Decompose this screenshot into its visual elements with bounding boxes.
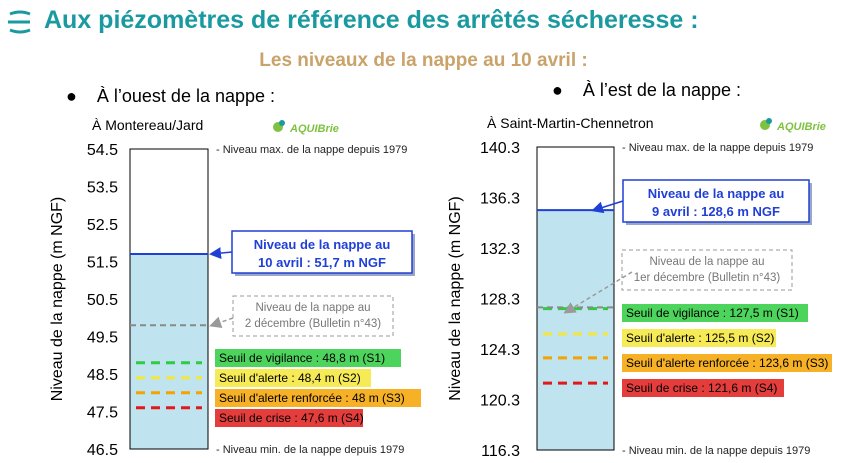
previous-level-box — [621, 249, 793, 291]
y-tick-label: 52.5 — [87, 217, 118, 234]
y-tick-label: 53.5 — [87, 180, 118, 197]
previous-level-arrow — [209, 316, 234, 328]
page-title: Aux piézomètres de référence des arrêtés… — [44, 6, 699, 34]
bar-outline — [536, 146, 615, 451]
threshold-label-vigilance: Seuil de vigilance : 127,5 m (S1) — [626, 306, 799, 320]
y-tick-label: 116.3 — [481, 443, 520, 460]
threshold-label-alerte: Seuil d'alerte : 48,4 m (S2) — [219, 371, 361, 385]
y-tick-label: 136.3 — [480, 191, 520, 208]
y-tick-label: 54.5 — [87, 142, 118, 159]
min-level-label: - Niveau min. de la nappe depuis 1979 — [216, 444, 404, 456]
threshold-label-box-vigilance — [215, 349, 401, 367]
logo-text: AQUIBrie — [776, 121, 826, 133]
west-bullet: ● À l’ouest de la nappe : — [66, 86, 276, 106]
y-axis-label: Niveau de la nappe (m NGF) — [447, 196, 464, 401]
threshold-label-box-alerte — [622, 329, 776, 347]
previous-level-label-line: Niveau de la nappe au — [255, 302, 370, 314]
current-level-label-line: 9 avril : 128,6 m NGF — [652, 204, 780, 219]
logo-text: AQUIBrie — [289, 123, 339, 135]
threshold-label-crise: Seuil de crise : 47,6 m (S4) — [219, 411, 364, 425]
max-level-label: - Niveau max. de la nappe depuis 1979 — [216, 144, 407, 156]
y-tick-label: 124.3 — [480, 342, 520, 359]
current-level-label-line: 10 avril : 51,7 m NGF — [258, 255, 386, 270]
threshold-label-box-crise — [215, 409, 363, 427]
threshold-label-box-alerte_renforcee — [622, 354, 832, 372]
previous-level-label-line: 2 décembre (Bulletin n°43) — [245, 318, 381, 330]
water-level-fill — [537, 210, 614, 450]
page-subtitle: Les niveaux de la nappe au 10 avril : — [259, 50, 588, 71]
threshold-label-vigilance: Seuil de vigilance : 48,8 m (S1) — [219, 351, 385, 365]
y-tick-label: 132.3 — [480, 241, 520, 258]
y-tick-label: 49.5 — [87, 330, 118, 347]
title-logo-icon — [8, 10, 31, 34]
aquibrie-logo-drop-icon — [279, 120, 285, 126]
station-label: À Saint-Martin-Chennetron — [487, 115, 654, 131]
east-bullet: ● À l’est de la nappe : — [552, 80, 741, 100]
water-level-fill — [130, 254, 208, 449]
station-label: À Montereau/Jard — [92, 117, 203, 133]
current-level-arrow — [209, 247, 233, 260]
current-level-box — [231, 230, 413, 274]
y-tick-label: 51.5 — [87, 255, 118, 272]
y-tick-label: 120.3 — [480, 393, 520, 410]
current-level-label-line: Niveau de la nappe au — [254, 237, 391, 252]
east-bullet-text: À l’est de la nappe : — [582, 80, 741, 100]
threshold-label-box-alerte_renforcee — [215, 389, 421, 407]
y-tick-label: 50.5 — [87, 292, 118, 309]
previous-level-box — [232, 295, 394, 337]
threshold-label-alerte_renforcee: Seuil d'alerte renforcée : 48 m (S3) — [219, 391, 405, 405]
bar-outline — [129, 148, 209, 450]
y-axis-label: Niveau de la nappe (m NGF) — [49, 197, 66, 402]
previous-level-arrow — [563, 271, 633, 314]
current-level-box — [622, 179, 810, 223]
threshold-label-box-vigilance — [622, 304, 808, 322]
y-tick-label: 48.5 — [87, 367, 118, 384]
previous-level-label-line: Niveau de la nappe au — [649, 256, 764, 268]
threshold-label-crise: Seuil de crise : 121,6 m (S4) — [626, 381, 777, 395]
threshold-label-box-alerte — [215, 369, 371, 387]
y-tick-label: 46.5 — [87, 442, 118, 459]
current-level-label-line: Niveau de la nappe au — [648, 186, 785, 201]
threshold-label-alerte: Seuil d'alerte : 125,5 m (S2) — [626, 331, 774, 345]
threshold-label-box-crise — [622, 379, 784, 397]
max-level-label: - Niveau max. de la nappe depuis 1979 — [622, 142, 813, 154]
previous-level-label-line: 1er décembre (Bulletin n°43) — [634, 272, 781, 284]
min-level-label: - Niveau min. de la nappe depuis 1979 — [622, 445, 810, 457]
west-bullet-text: À l’ouest de la nappe : — [96, 86, 276, 106]
current-level-arrow — [591, 200, 624, 214]
y-tick-label: 128.3 — [480, 292, 520, 309]
y-tick-label: 47.5 — [87, 405, 118, 422]
y-tick-label: 140.3 — [480, 140, 520, 157]
threshold-label-alerte_renforcee: Seuil d'alerte renforcée : 123,6 m (S3) — [626, 356, 828, 370]
aquibrie-logo-drop-icon — [766, 118, 772, 124]
